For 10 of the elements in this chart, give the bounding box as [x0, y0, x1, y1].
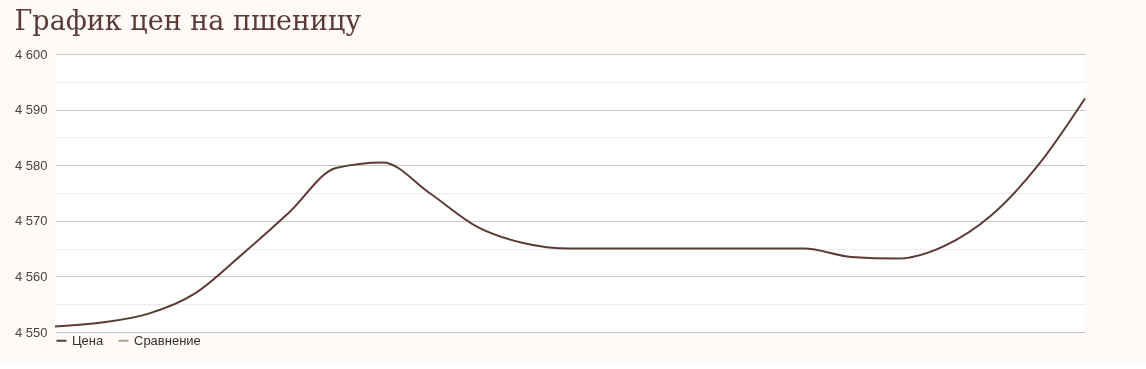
line-series [54, 97, 1086, 328]
y-tick-label: 4 590 [14, 102, 48, 118]
y-tick-label: 4 600 [14, 46, 48, 62]
y-tick-label: 4 580 [14, 157, 48, 173]
chart-title: График цен на пшеницу [14, 5, 362, 36]
y-tick-label: 4 550 [14, 324, 48, 340]
legend-label: Сравнение [134, 332, 201, 348]
y-tick-label: 4 560 [14, 268, 48, 284]
series-label: Цена [72, 332, 105, 348]
y-tick-label: 4 570 [14, 213, 48, 229]
